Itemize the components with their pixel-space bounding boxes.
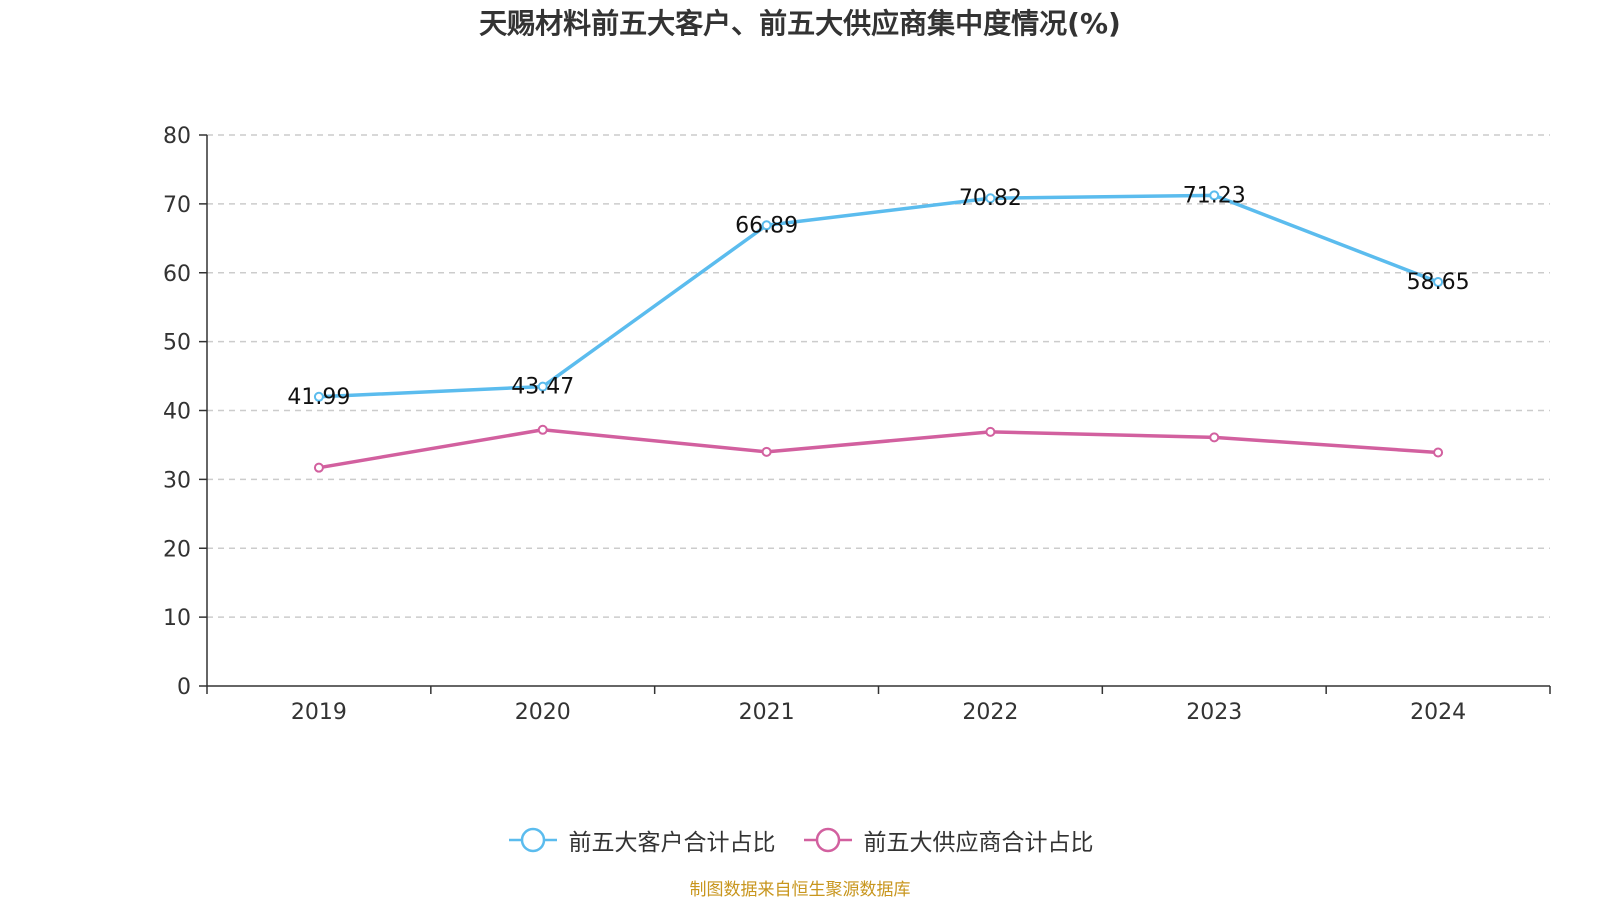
y-tick-label: 70 <box>163 193 191 218</box>
data-point <box>985 193 996 204</box>
legend-line-circle-icon <box>803 827 852 853</box>
data-labels: 41.99 43.47 66.89 70.82 71.23 58.65 <box>287 183 1469 409</box>
data-point <box>537 381 548 392</box>
data-label: 66.89 <box>735 213 798 238</box>
y-tick-label: 50 <box>163 331 191 356</box>
x-tick-label: 2022 <box>962 700 1018 725</box>
legend-label-suppliers: 前五大供应商合计占比 <box>863 830 1094 856</box>
series-lines <box>313 190 1444 473</box>
grid-lines <box>207 134 1550 618</box>
data-point <box>537 424 548 435</box>
axes: 0 10 20 30 40 50 60 70 80 2019 2020 2021 2022 2023 202… <box>163 124 1551 725</box>
data-point <box>1433 277 1444 288</box>
x-tick-label: 2024 <box>1410 700 1466 725</box>
source-note: 制图数据来自恒生聚源数据库 <box>689 880 911 900</box>
series-line-2 <box>318 428 1439 470</box>
y-tick-label: 60 <box>163 262 191 287</box>
data-label: 41.99 <box>287 385 350 410</box>
y-tick-label: 20 <box>163 537 191 562</box>
legend: 前五大客户合计占比 前五大供应商合计占比 <box>0 822 1600 858</box>
legend-item-customers[interactable]: 前五大客户合计占比 <box>507 823 776 857</box>
legend-label-customers: 前五大客户合计占比 <box>568 830 776 856</box>
y-tick-label: 80 <box>163 124 191 149</box>
data-point <box>313 391 324 402</box>
data-point <box>313 462 324 473</box>
data-point <box>1209 190 1220 201</box>
chart-title: 天赐材料前五大客户、前五大供应商集中度情况(%) <box>479 7 1121 40</box>
x-tick-label: 2020 <box>515 700 571 725</box>
y-tick-label: 30 <box>163 468 191 493</box>
data-point <box>985 426 996 437</box>
data-point <box>761 446 772 457</box>
data-label: 71.23 <box>1183 183 1246 208</box>
data-point <box>1433 447 1444 458</box>
data-point <box>1209 432 1220 443</box>
data-point <box>761 220 772 231</box>
series-line-1 <box>318 193 1439 399</box>
x-tick-label: 2019 <box>291 700 347 725</box>
legend-line-circle-icon <box>508 827 557 853</box>
data-label: 43.47 <box>511 375 574 400</box>
data-label: 58.65 <box>1407 270 1470 295</box>
data-label: 70.82 <box>959 186 1022 211</box>
y-tick-label: 40 <box>163 400 191 425</box>
x-tick-label: 2023 <box>1186 700 1242 725</box>
y-tick-label: 0 <box>177 675 191 700</box>
x-tick-label: 2021 <box>739 700 795 725</box>
legend-item-suppliers[interactable]: 前五大供应商合计占比 <box>802 823 1094 857</box>
y-tick-label: 10 <box>163 606 191 631</box>
